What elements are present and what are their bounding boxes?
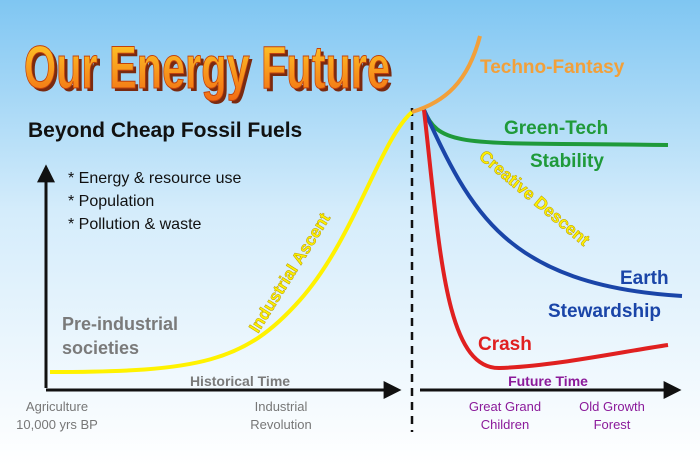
crash-label: Crash <box>478 334 532 355</box>
title-shadow: Our Energy Future <box>27 37 393 104</box>
future-axis-label: Future Time <box>508 373 588 389</box>
x-tick-label: Old Growth <box>579 399 645 414</box>
title: Our Energy Future <box>24 34 390 101</box>
ascent-curve <box>49 110 414 374</box>
x-tick-label: Forest <box>594 417 631 432</box>
bullet: * Population <box>68 193 154 210</box>
x-tick-label: 10,000 yrs BP <box>16 417 98 432</box>
green-label: Stability <box>530 151 604 172</box>
x-tick-label: Children <box>481 417 529 432</box>
earth-label: Earth <box>620 268 669 289</box>
x-tick-label: Great Grand <box>469 399 541 414</box>
preindustrial-label: societies <box>62 338 139 358</box>
bullet: * Energy & resource use <box>68 170 242 187</box>
earth-curve <box>422 109 683 298</box>
subtitle: Beyond Cheap Fossil Fuels <box>28 119 302 142</box>
x-tick-label: Agriculture <box>26 399 88 414</box>
x-tick-label: Revolution <box>250 417 311 432</box>
techno-label: Techno-Fantasy <box>480 57 625 78</box>
green-label: Green-Tech <box>504 118 608 139</box>
past-axis-label: Historical Time <box>190 373 290 389</box>
bullet: * Pollution & waste <box>68 216 202 233</box>
techno-curve <box>411 35 482 114</box>
crash-curve <box>422 109 669 371</box>
earth-label: Stewardship <box>548 301 661 322</box>
preindustrial-label: Pre-industrial <box>62 314 178 334</box>
x-tick-label: Industrial <box>255 399 308 414</box>
